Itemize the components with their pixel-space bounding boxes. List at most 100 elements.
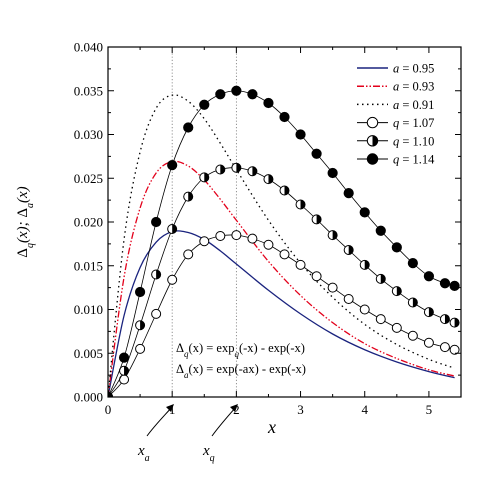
data-point-q-1-14 bbox=[311, 148, 322, 159]
data-point-q-1-14 bbox=[215, 89, 226, 100]
x-tick-label: 3 bbox=[297, 402, 304, 417]
xa-arrowhead bbox=[166, 404, 174, 412]
x-tick-label: 0 bbox=[105, 402, 112, 417]
data-point-q-1-10 bbox=[263, 174, 274, 185]
data-point-q-1-07 bbox=[343, 294, 354, 304]
data-point-q-1-07 bbox=[439, 342, 450, 353]
data-point-q-1-07 bbox=[295, 259, 306, 270]
data-point-q-1-14 bbox=[423, 271, 435, 282]
data-point-q-1-14 bbox=[183, 122, 194, 133]
legend-label: q = 1.07 bbox=[393, 116, 434, 130]
data-point-q-1-07 bbox=[375, 314, 386, 325]
series-layer bbox=[108, 85, 460, 397]
data-point-q-1-07 bbox=[391, 322, 402, 333]
data-point-q-1-14 bbox=[327, 167, 338, 179]
data-point-q-1-10 bbox=[407, 297, 418, 308]
legend-item-a-0-91: a = 0.91 bbox=[357, 98, 434, 112]
series-line-a-0-95 bbox=[108, 230, 455, 397]
x-tick-label: 4 bbox=[361, 402, 368, 417]
data-point-q-1-10 bbox=[199, 172, 210, 183]
data-point-q-1-14 bbox=[247, 89, 258, 100]
legend-item-a-0-93: a = 0.93 bbox=[357, 80, 434, 94]
reference-lines bbox=[171, 47, 237, 397]
data-point-q-1-14 bbox=[134, 286, 146, 298]
legend-label: a = 0.91 bbox=[393, 98, 434, 112]
legend-label: q = 1.14 bbox=[393, 153, 435, 167]
data-point-q-1-10 bbox=[119, 365, 130, 376]
data-point-q-1-14 bbox=[231, 85, 242, 96]
legend-label: q = 1.10 bbox=[393, 134, 434, 148]
y-tick-label: 0.030 bbox=[74, 127, 103, 142]
data-point-q-1-14 bbox=[199, 99, 210, 110]
data-point-q-1-07 bbox=[231, 230, 242, 241]
data-point-q-1-10 bbox=[311, 214, 322, 225]
y-tick-label: 0.015 bbox=[74, 258, 103, 273]
data-point-q-1-10 bbox=[279, 185, 290, 196]
data-point-q-1-14 bbox=[343, 188, 354, 199]
legend-item-q-1-07: q = 1.07 bbox=[357, 116, 434, 130]
data-point-q-1-07 bbox=[279, 249, 290, 260]
y-tick-label: 0.040 bbox=[74, 40, 103, 55]
legend-label: a = 0.93 bbox=[393, 80, 434, 94]
data-point-q-1-10 bbox=[375, 273, 386, 284]
data-point-q-1-10 bbox=[215, 164, 226, 175]
data-point-q-1-10 bbox=[439, 314, 450, 325]
data-point-q-1-07 bbox=[263, 239, 274, 250]
data-point-q-1-10 bbox=[327, 230, 338, 241]
data-point-q-1-14 bbox=[167, 160, 178, 171]
x-tick-label: 5 bbox=[426, 402, 433, 417]
x-axis-label: x bbox=[267, 417, 276, 437]
data-point-q-1-07 bbox=[407, 330, 418, 341]
legend-label: a = 0.95 bbox=[393, 62, 434, 76]
xa-arrow bbox=[146, 406, 173, 437]
y-tick-label: 0.035 bbox=[74, 83, 103, 98]
data-point-q-1-14 bbox=[263, 97, 274, 109]
x-tick-label: 2 bbox=[233, 402, 240, 417]
y-axis-label: Δq(x); Δa(x) bbox=[15, 186, 36, 257]
data-point-q-1-10 bbox=[167, 224, 178, 234]
data-point-q-1-14 bbox=[391, 242, 402, 253]
data-point-q-1-14 bbox=[439, 278, 451, 289]
y-tick-label: 0.020 bbox=[74, 215, 103, 230]
data-point-q-1-07 bbox=[167, 274, 178, 285]
legend-marker bbox=[366, 153, 379, 165]
data-point-q-1-07 bbox=[183, 249, 194, 260]
data-point-q-1-10 bbox=[247, 166, 258, 177]
data-point-q-1-07 bbox=[247, 233, 258, 244]
data-point-q-1-10 bbox=[359, 259, 370, 270]
data-point-q-1-10 bbox=[295, 199, 306, 210]
data-point-q-1-07 bbox=[327, 282, 338, 293]
y-tick-label: 0.010 bbox=[74, 302, 103, 317]
data-point-q-1-14 bbox=[375, 225, 386, 236]
xa-annotation: xa bbox=[137, 404, 174, 464]
data-point-q-1-07 bbox=[449, 344, 460, 355]
legend-marker bbox=[366, 116, 379, 129]
data-point-q-1-10 bbox=[135, 320, 146, 331]
data-point-q-1-07 bbox=[199, 236, 210, 247]
legend-item-q-1-14: q = 1.14 bbox=[357, 153, 435, 167]
formula-annotation: Δq(x) = expq(-x) - exp(-x) Δa(x) = exp(-… bbox=[176, 341, 306, 380]
xq-arrowhead bbox=[230, 404, 238, 412]
data-point-q-1-07 bbox=[311, 271, 322, 282]
x-tick-label: 1 bbox=[169, 402, 176, 417]
legend-item-q-1-10: q = 1.10 bbox=[357, 134, 434, 148]
formula-delta-a: Δa(x) = exp(-ax) - exp(-x) bbox=[176, 362, 306, 380]
data-point-q-1-14 bbox=[151, 216, 162, 228]
formula-delta-q: Δq(x) = expq(-x) - exp(-x) bbox=[176, 341, 305, 359]
xa-label: xa bbox=[137, 443, 150, 464]
axis-ticks: 0 1 2 3 4 5 0.000 0.005 0.010 0.015 0.020 0.025 0.03… bbox=[74, 40, 461, 417]
y-tick-label: 0.005 bbox=[74, 346, 103, 361]
data-point-q-1-10 bbox=[391, 286, 402, 297]
data-point-q-1-10 bbox=[449, 317, 460, 328]
data-point-q-1-10 bbox=[151, 269, 162, 280]
data-point-q-1-14 bbox=[295, 129, 306, 140]
y-tick-label: 0.000 bbox=[74, 390, 103, 405]
data-point-q-1-07 bbox=[423, 337, 434, 348]
data-point-q-1-07 bbox=[359, 304, 370, 315]
legend: a = 0.95 a = 0.93 a = 0.91 q = 1.07 q = 1.10… bbox=[357, 62, 435, 167]
data-point-q-1-07 bbox=[135, 343, 146, 354]
xq-annotation: xq bbox=[202, 404, 238, 464]
xq-label: xq bbox=[202, 443, 215, 464]
y-tick-label: 0.025 bbox=[74, 171, 103, 186]
